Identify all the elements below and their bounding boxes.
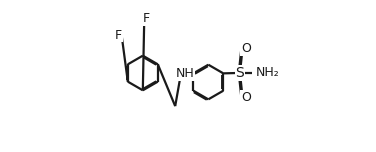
Text: NH: NH [175, 67, 194, 80]
Text: F: F [142, 12, 149, 25]
Text: O: O [241, 91, 251, 104]
Text: F: F [115, 29, 122, 42]
Text: S: S [236, 66, 244, 80]
Text: O: O [241, 42, 251, 55]
Text: NH₂: NH₂ [256, 66, 280, 79]
